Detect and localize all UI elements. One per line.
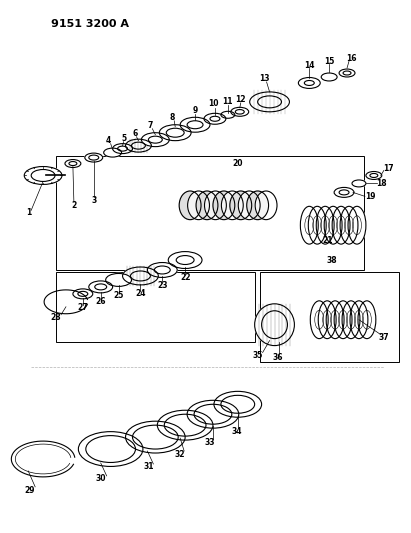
Ellipse shape xyxy=(168,252,202,269)
Text: 35: 35 xyxy=(252,351,263,360)
Ellipse shape xyxy=(204,114,226,124)
Ellipse shape xyxy=(157,410,213,440)
Text: 2: 2 xyxy=(71,201,76,210)
Ellipse shape xyxy=(122,267,158,285)
Ellipse shape xyxy=(298,77,320,88)
Ellipse shape xyxy=(352,180,366,187)
Ellipse shape xyxy=(308,206,326,244)
Ellipse shape xyxy=(255,191,277,220)
Text: 34: 34 xyxy=(231,426,242,435)
Ellipse shape xyxy=(318,301,336,338)
Text: 15: 15 xyxy=(324,56,334,66)
Ellipse shape xyxy=(188,191,210,220)
Ellipse shape xyxy=(316,206,334,244)
Ellipse shape xyxy=(214,391,262,417)
Ellipse shape xyxy=(113,144,132,154)
Ellipse shape xyxy=(321,73,337,81)
Text: 25: 25 xyxy=(113,292,124,301)
Text: 10: 10 xyxy=(208,99,218,108)
Text: 3: 3 xyxy=(91,196,97,205)
Text: 11: 11 xyxy=(223,98,233,107)
Text: 27: 27 xyxy=(78,303,88,312)
Text: 22: 22 xyxy=(180,273,190,282)
Ellipse shape xyxy=(334,188,354,197)
Text: 17: 17 xyxy=(383,164,394,173)
Text: 20: 20 xyxy=(233,159,243,168)
Ellipse shape xyxy=(250,92,289,112)
Ellipse shape xyxy=(148,263,177,278)
Text: 18: 18 xyxy=(376,179,387,188)
Text: 30: 30 xyxy=(95,474,106,483)
Text: 6: 6 xyxy=(133,129,138,138)
Ellipse shape xyxy=(340,206,358,244)
Text: 23: 23 xyxy=(157,281,168,290)
Ellipse shape xyxy=(141,133,169,147)
Text: 5: 5 xyxy=(121,134,126,143)
Text: 9: 9 xyxy=(192,106,198,115)
Ellipse shape xyxy=(31,169,55,181)
Ellipse shape xyxy=(348,206,366,244)
Text: 14: 14 xyxy=(304,61,314,69)
Text: 12: 12 xyxy=(236,95,246,104)
Ellipse shape xyxy=(339,69,355,77)
Text: 36: 36 xyxy=(272,353,283,362)
Ellipse shape xyxy=(159,125,191,141)
Ellipse shape xyxy=(79,432,143,466)
Ellipse shape xyxy=(89,281,113,293)
Text: 31: 31 xyxy=(143,463,154,472)
Ellipse shape xyxy=(179,191,201,220)
Text: 16: 16 xyxy=(346,54,356,62)
Text: 29: 29 xyxy=(24,486,35,495)
Bar xyxy=(56,156,364,270)
Text: 37: 37 xyxy=(379,333,389,342)
Text: 26: 26 xyxy=(95,297,106,306)
Ellipse shape xyxy=(187,400,239,428)
Text: 19: 19 xyxy=(366,192,376,201)
Text: 32: 32 xyxy=(175,449,185,458)
Text: 13: 13 xyxy=(259,75,270,84)
Text: 4: 4 xyxy=(106,136,111,145)
Bar xyxy=(260,272,399,361)
Ellipse shape xyxy=(350,301,368,338)
Ellipse shape xyxy=(310,301,328,338)
Ellipse shape xyxy=(231,107,249,116)
Ellipse shape xyxy=(342,301,360,338)
Text: 24: 24 xyxy=(135,289,145,298)
Text: 38: 38 xyxy=(327,255,337,264)
Ellipse shape xyxy=(221,111,235,118)
Ellipse shape xyxy=(125,421,185,453)
Ellipse shape xyxy=(73,289,93,299)
Ellipse shape xyxy=(213,191,235,220)
Text: 1: 1 xyxy=(27,208,32,217)
Ellipse shape xyxy=(205,191,226,220)
Ellipse shape xyxy=(334,301,352,338)
Ellipse shape xyxy=(255,304,294,345)
Ellipse shape xyxy=(222,191,243,220)
Ellipse shape xyxy=(247,191,268,220)
Ellipse shape xyxy=(238,191,260,220)
Text: 28: 28 xyxy=(51,313,61,322)
Ellipse shape xyxy=(324,206,342,244)
Ellipse shape xyxy=(65,159,81,167)
Ellipse shape xyxy=(24,166,62,184)
Ellipse shape xyxy=(104,148,122,157)
Ellipse shape xyxy=(196,191,218,220)
Text: 21: 21 xyxy=(322,236,332,245)
Text: 9151 3200 A: 9151 3200 A xyxy=(51,19,129,29)
Ellipse shape xyxy=(125,139,151,152)
Ellipse shape xyxy=(300,206,318,244)
Ellipse shape xyxy=(326,301,344,338)
Bar xyxy=(56,272,255,342)
Ellipse shape xyxy=(85,153,103,162)
Ellipse shape xyxy=(366,172,382,180)
Ellipse shape xyxy=(180,117,210,132)
Text: 33: 33 xyxy=(205,438,215,447)
Ellipse shape xyxy=(230,191,252,220)
Text: 7: 7 xyxy=(148,121,153,130)
Text: 8: 8 xyxy=(170,114,175,122)
Ellipse shape xyxy=(358,301,376,338)
Ellipse shape xyxy=(106,273,132,286)
Ellipse shape xyxy=(332,206,350,244)
